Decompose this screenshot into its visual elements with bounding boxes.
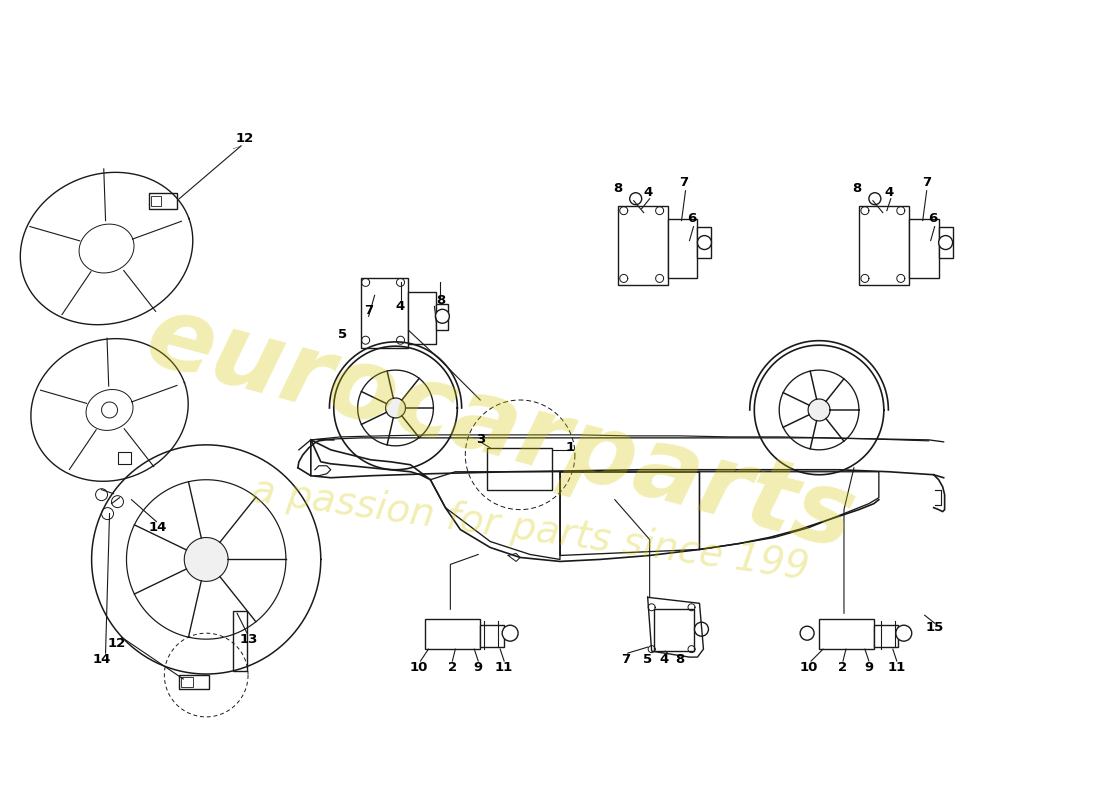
Text: 1: 1 [565, 442, 574, 454]
Text: 4: 4 [396, 300, 405, 313]
Text: 8: 8 [436, 294, 446, 307]
Text: 12: 12 [108, 637, 125, 650]
FancyBboxPatch shape [618, 206, 668, 286]
Text: 12: 12 [235, 133, 254, 146]
Text: 4: 4 [644, 186, 652, 199]
FancyBboxPatch shape [481, 626, 504, 647]
Circle shape [800, 626, 814, 640]
Text: 6: 6 [928, 212, 937, 225]
Circle shape [629, 193, 641, 205]
FancyBboxPatch shape [909, 218, 938, 278]
FancyBboxPatch shape [938, 226, 953, 258]
Text: 3: 3 [475, 434, 485, 446]
Text: 4: 4 [659, 653, 668, 666]
FancyBboxPatch shape [361, 278, 408, 348]
Circle shape [503, 626, 518, 641]
Text: 8: 8 [675, 653, 684, 666]
FancyBboxPatch shape [426, 619, 481, 649]
Text: 2: 2 [838, 661, 847, 674]
Text: eurocarparts: eurocarparts [135, 289, 865, 571]
Circle shape [694, 622, 708, 636]
Polygon shape [185, 538, 228, 582]
FancyBboxPatch shape [653, 610, 693, 651]
FancyBboxPatch shape [697, 226, 712, 258]
FancyBboxPatch shape [179, 675, 209, 689]
Circle shape [111, 496, 123, 508]
Text: a passion for parts since 199: a passion for parts since 199 [249, 471, 811, 587]
Circle shape [96, 489, 108, 501]
Circle shape [697, 235, 712, 250]
Text: 8: 8 [613, 182, 623, 195]
Text: 10: 10 [409, 661, 428, 674]
FancyBboxPatch shape [437, 304, 449, 330]
FancyBboxPatch shape [150, 193, 177, 209]
Text: 11: 11 [888, 661, 906, 674]
Circle shape [895, 626, 912, 641]
Text: 4: 4 [884, 186, 893, 199]
Text: 15: 15 [925, 621, 944, 634]
Circle shape [869, 193, 881, 205]
Text: 9: 9 [865, 661, 873, 674]
Text: 14: 14 [148, 521, 166, 534]
Polygon shape [808, 399, 830, 421]
Text: 2: 2 [448, 661, 456, 674]
FancyBboxPatch shape [873, 626, 898, 647]
Text: 7: 7 [679, 176, 689, 190]
Text: 8: 8 [852, 182, 861, 195]
Text: 7: 7 [364, 304, 373, 317]
FancyBboxPatch shape [487, 448, 552, 490]
FancyBboxPatch shape [233, 611, 248, 671]
Circle shape [938, 235, 953, 250]
Text: 10: 10 [800, 661, 818, 674]
FancyBboxPatch shape [152, 196, 162, 206]
Text: 7: 7 [621, 653, 630, 666]
FancyBboxPatch shape [820, 619, 873, 649]
Text: 5: 5 [644, 653, 652, 666]
Text: 7: 7 [922, 176, 932, 190]
Circle shape [436, 310, 450, 323]
Text: 11: 11 [495, 661, 514, 674]
Text: 5: 5 [338, 328, 348, 341]
Text: 13: 13 [240, 633, 258, 646]
Polygon shape [386, 398, 406, 418]
Text: 14: 14 [92, 653, 111, 666]
FancyBboxPatch shape [182, 677, 194, 687]
FancyBboxPatch shape [668, 218, 697, 278]
Text: 9: 9 [474, 661, 483, 674]
Text: 6: 6 [686, 212, 696, 225]
FancyBboxPatch shape [408, 292, 437, 344]
FancyBboxPatch shape [859, 206, 909, 286]
FancyBboxPatch shape [118, 452, 132, 464]
Circle shape [101, 508, 113, 519]
